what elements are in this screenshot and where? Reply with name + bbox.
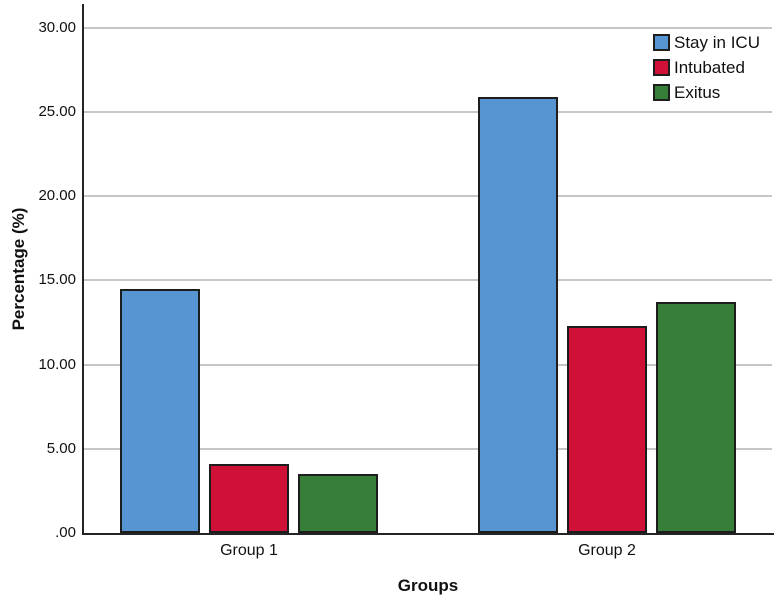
gridline-20 — [83, 195, 772, 198]
gridline-10 — [83, 363, 772, 366]
legend-label: Stay in ICU — [674, 32, 760, 52]
bar-group-2-exitus — [656, 302, 736, 533]
y-tick-label-0: .00 — [55, 524, 76, 541]
legend-swatch-icon — [653, 34, 670, 51]
y-axis-title: Percentage (%) — [9, 207, 28, 331]
legend-swatch-icon — [653, 59, 670, 76]
bar-group-1-stay-in-icu — [120, 289, 200, 533]
legend: Stay in ICU Intubated Exitus — [653, 32, 760, 109]
legend-label: Intubated — [674, 57, 745, 77]
legend-item-exitus: Exitus — [653, 82, 760, 102]
legend-swatch-icon — [653, 84, 670, 101]
y-tick-label-15: 15.00 — [38, 271, 76, 289]
bar-group-1-exitus — [298, 474, 378, 533]
gridline-15 — [83, 279, 772, 282]
y-tick-label-10: 10.00 — [38, 355, 76, 373]
bar-group-1-intubated — [209, 464, 289, 533]
y-tick-label-30: 30.00 — [38, 18, 76, 36]
legend-item-intubated: Intubated — [653, 57, 760, 77]
gridline-5 — [83, 447, 772, 450]
legend-label: Exitus — [674, 82, 721, 102]
gridline-25 — [83, 110, 772, 113]
y-axis-line — [82, 4, 84, 535]
bar-group-2-stay-in-icu — [478, 97, 558, 533]
x-category-label-2: Group 2 — [578, 542, 636, 559]
gridline-30 — [83, 26, 772, 29]
legend-item-stay-in-icu: Stay in ICU — [653, 32, 760, 52]
y-tick-label-25: 25.00 — [38, 102, 76, 120]
bar-group-2-intubated — [567, 326, 647, 533]
x-category-label-1: Group 1 — [220, 542, 278, 559]
x-axis-title: Groups — [397, 576, 459, 595]
x-axis-line — [82, 533, 774, 535]
y-tick-label-20: 20.00 — [38, 187, 76, 205]
y-tick-label-5: 5.00 — [46, 439, 76, 457]
